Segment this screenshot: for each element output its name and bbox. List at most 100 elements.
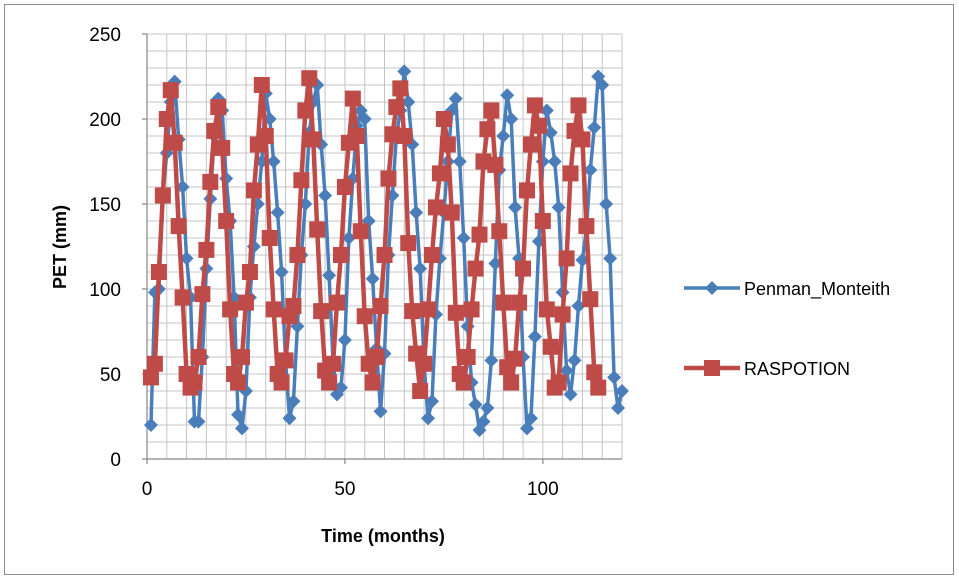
- data-point: [301, 70, 318, 87]
- data-point: [504, 112, 519, 126]
- data-point: [286, 394, 301, 409]
- data-point: [257, 128, 274, 144]
- data-point: [356, 308, 373, 325]
- data-point: [583, 163, 598, 177]
- data-point: [352, 223, 369, 240]
- data-point: [586, 364, 603, 381]
- legend-marker: [705, 281, 719, 295]
- data-point: [515, 260, 532, 277]
- data-point: [368, 349, 385, 365]
- data-point: [503, 374, 520, 391]
- data-point: [590, 379, 607, 396]
- data-point: [420, 301, 437, 318]
- data-point: [237, 294, 254, 311]
- data-point: [522, 136, 539, 153]
- data-point: [364, 374, 381, 391]
- data-point: [543, 125, 558, 140]
- data-point: [534, 213, 551, 229]
- data-point: [562, 165, 579, 182]
- data-point: [318, 188, 333, 203]
- data-point: [344, 90, 361, 107]
- data-point: [570, 97, 587, 114]
- x-axis-title: Time (months): [321, 526, 445, 546]
- data-point: [293, 172, 310, 189]
- data-point: [146, 355, 163, 372]
- tick-labels: 0 50 100 150 200 250 0 50 100: [89, 25, 558, 500]
- data-point: [467, 260, 484, 277]
- data-point: [459, 349, 476, 365]
- data-point: [241, 264, 258, 280]
- data-point: [401, 95, 416, 109]
- data-point: [487, 156, 504, 173]
- data-point: [142, 369, 159, 386]
- data-point: [530, 117, 547, 134]
- data-point: [357, 112, 372, 126]
- x-tick-label: 0: [142, 479, 153, 500]
- data-point: [491, 223, 508, 240]
- data-point: [337, 333, 352, 347]
- data-point: [289, 247, 306, 263]
- data-point: [150, 264, 167, 280]
- data-point: [523, 411, 538, 426]
- data-point: [245, 182, 262, 199]
- data-point: [222, 301, 239, 318]
- data-point: [218, 213, 235, 229]
- legend-label: Penman_Monteith: [744, 279, 890, 300]
- data-point: [435, 111, 452, 127]
- data-point: [186, 374, 203, 391]
- data-point: [325, 355, 342, 372]
- y-tick-label: 50: [100, 365, 121, 386]
- data-point: [206, 122, 223, 139]
- data-point: [554, 306, 571, 323]
- data-point: [341, 231, 356, 245]
- data-point: [500, 88, 515, 103]
- data-point: [400, 235, 417, 252]
- data-point: [439, 136, 456, 153]
- data-point: [305, 131, 322, 148]
- y-tick-label: 100: [89, 280, 121, 301]
- y-tick-label: 0: [110, 450, 121, 471]
- data-point: [396, 128, 413, 144]
- data-point: [214, 139, 231, 156]
- data-point: [571, 299, 586, 313]
- data-point: [190, 349, 207, 365]
- y-tick-label: 200: [89, 110, 121, 131]
- data-point: [336, 179, 353, 195]
- data-point: [372, 298, 389, 314]
- data-point: [527, 329, 542, 344]
- data-point: [274, 265, 289, 279]
- data-point: [409, 205, 424, 220]
- data-point: [333, 380, 348, 395]
- data-point: [265, 301, 282, 318]
- data-point: [191, 414, 206, 429]
- data-point: [235, 421, 249, 436]
- data-point: [615, 384, 629, 398]
- data-point: [468, 397, 483, 412]
- data-point: [447, 304, 464, 321]
- data-point: [558, 250, 575, 267]
- data-point: [463, 301, 480, 318]
- data-point: [611, 401, 626, 415]
- data-point: [397, 64, 412, 79]
- data-point: [421, 411, 436, 426]
- data-point: [542, 338, 559, 355]
- series-raspotion: [142, 70, 607, 399]
- data-point: [595, 78, 610, 92]
- data-point: [607, 370, 622, 385]
- data-point: [198, 241, 215, 258]
- data-point: [154, 187, 171, 204]
- data-point: [210, 99, 227, 116]
- data-point: [166, 134, 183, 151]
- data-point: [431, 165, 448, 182]
- y-axis-title: PET (mm): [50, 205, 70, 289]
- data-point: [547, 154, 562, 169]
- data-point: [404, 303, 421, 320]
- data-point: [508, 200, 523, 215]
- data-point: [270, 205, 285, 220]
- data-point: [520, 421, 534, 436]
- y-tick-label: 150: [89, 195, 121, 216]
- data-point: [416, 355, 433, 372]
- data-point: [376, 247, 393, 263]
- data-point: [471, 226, 488, 243]
- data-point: [373, 404, 388, 419]
